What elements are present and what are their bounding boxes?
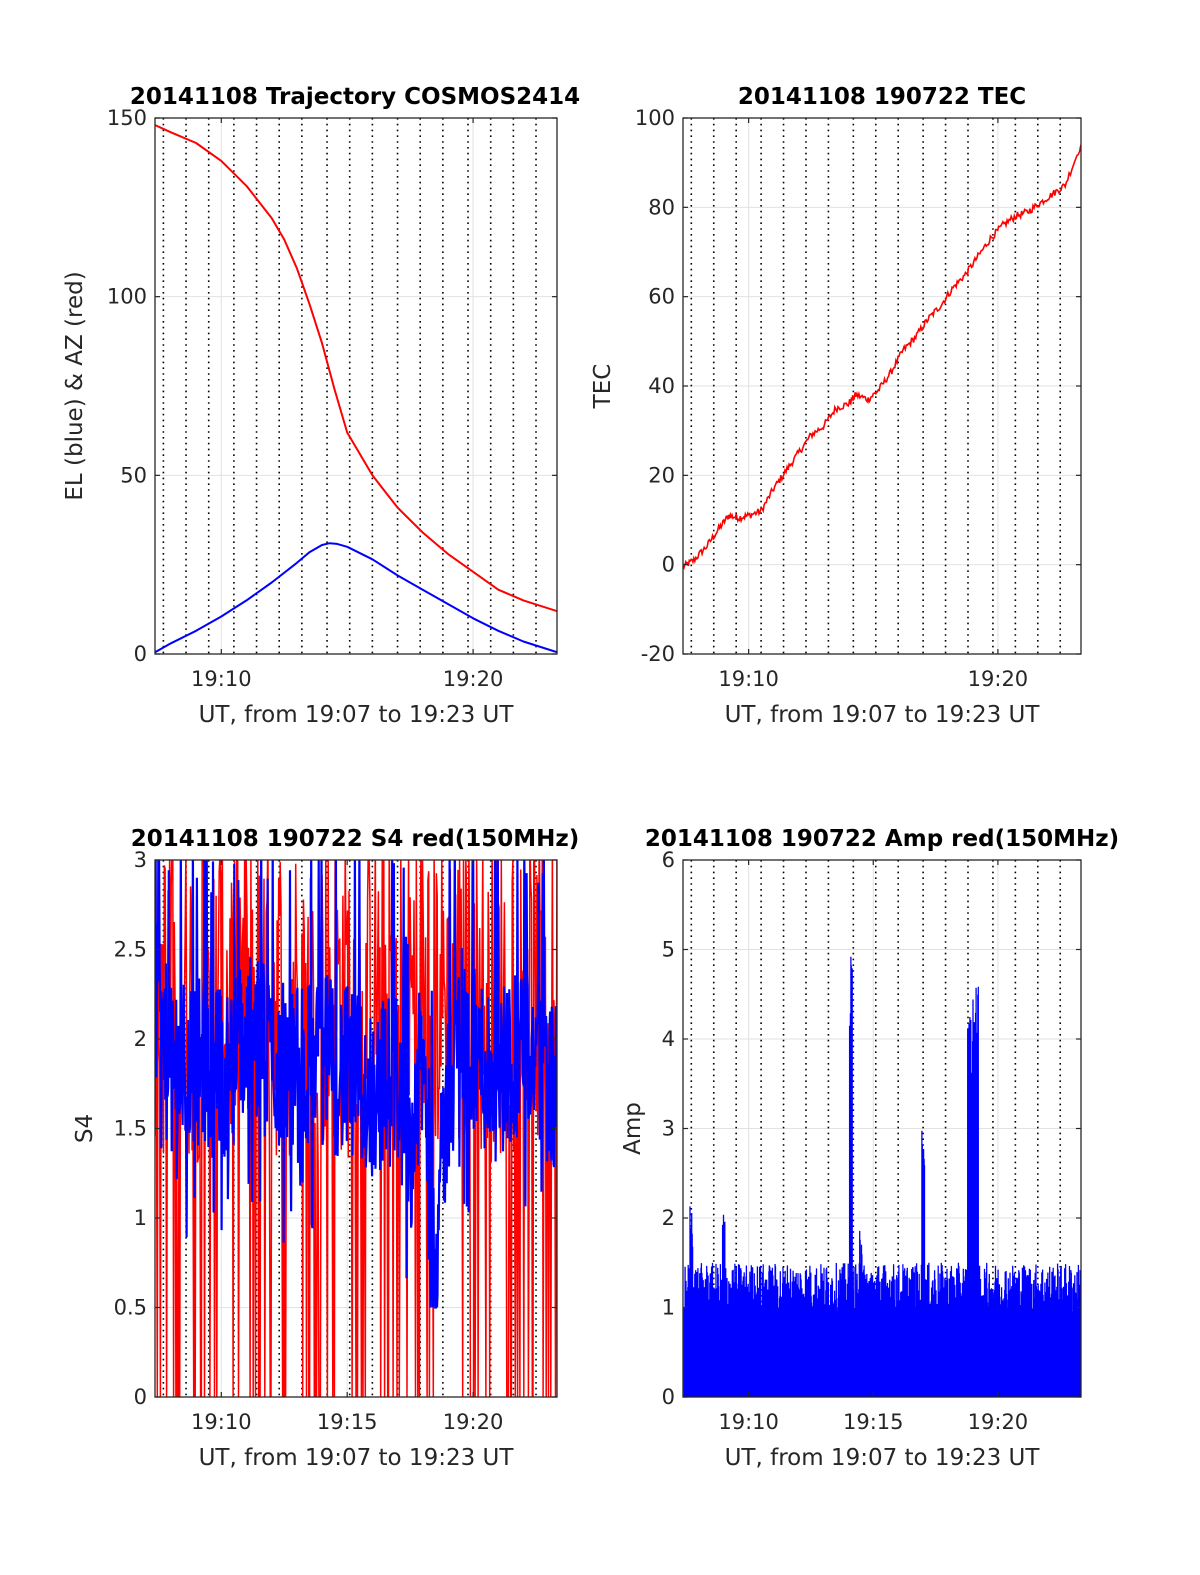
series-line-0 [155,860,557,1397]
y-axis-label: Amp [620,1102,646,1155]
y-tick-label: 4 [662,1027,675,1051]
y-tick-label: 50 [120,463,147,487]
y-tick-label: 6 [662,848,675,872]
chart-title: 20141108 Trajectory COSMOS2414 [130,84,580,110]
chart-title: 20141108 190722 TEC [738,84,1026,110]
y-tick-label: 0 [134,642,147,666]
x-axis-label: UT, from 19:07 to 19:23 UT [725,1445,1041,1471]
y-tick-label: 0 [662,553,675,577]
series-line-1 [155,542,557,654]
y-tick-label: 1.5 [114,1117,147,1141]
x-tick-label: 19:20 [968,667,1029,691]
data-layer [155,860,557,1397]
x-tick-label: 19:20 [443,667,504,691]
y-tick-label: 2.5 [114,938,147,962]
y-tick-label: 0 [134,1385,147,1409]
y-tick-label: 60 [648,285,675,309]
x-tick-label: 19:20 [443,1410,504,1434]
plot-area [155,118,557,654]
y-axis-label: TEC [590,364,616,410]
y-tick-label: 20 [648,463,675,487]
x-tick-label: 19:10 [718,667,779,691]
data-layer [683,144,1081,570]
y-tick-label: 5 [662,938,675,962]
x-tick-label: 19:10 [191,1410,252,1434]
y-axis-label: EL (blue) & AZ (red) [62,271,88,500]
chart-3: 0 1 2 3 4 5 6 19:10 19:15 19:20 20141108 190722 Am… [620,826,1119,1471]
series-line-1 [155,860,557,1309]
y-tick-label: 1 [662,1296,675,1320]
series-line-0 [683,956,1081,1397]
y-tick-label: 100 [107,285,147,309]
data-layer [683,956,1081,1397]
y-tick-label: 150 [107,106,147,130]
chart-1: -20 0 20 40 60 80 100 19:10 19:20 20141108 190722… [590,84,1082,728]
series-line-0 [155,124,557,613]
y-tick-label: 0.5 [114,1296,147,1320]
x-axis-label: UT, from 19:07 to 19:23 UT [199,702,515,728]
data-layer [155,124,557,654]
y-tick-label: 80 [648,195,675,219]
chart-2: 0 0.5 1 1.5 2 2.5 3 19:10 19:15 19:20 20141108 190… [72,826,580,1471]
chart-title: 20141108 190722 Amp red(150MHz) [645,826,1119,852]
y-tick-label: 2 [134,1027,147,1051]
y-tick-label: 100 [635,106,675,130]
x-tick-label: 19:10 [191,667,252,691]
y-tick-label: 0 [662,1385,675,1409]
x-axis-label: UT, from 19:07 to 19:23 UT [199,1445,515,1471]
y-tick-label: 3 [662,1117,675,1141]
x-tick-label: 19:10 [718,1410,779,1434]
axes-box [154,117,558,655]
x-tick-label: 19:20 [968,1410,1029,1434]
y-tick-label: 1 [134,1206,147,1230]
y-tick-label: -20 [641,642,675,666]
chart-title: 20141108 190722 S4 red(150MHz) [131,826,580,852]
x-tick-label: 19:15 [843,1410,904,1434]
series-line-0 [683,144,1081,570]
y-tick-label: 3 [134,848,147,872]
x-axis-label: UT, from 19:07 to 19:23 UT [725,702,1041,728]
y-tick-label: 2 [662,1206,675,1230]
y-tick-label: 40 [648,374,675,398]
x-tick-label: 19:15 [317,1410,378,1434]
y-axis-label: S4 [72,1114,98,1143]
chart-0: 0 50 100 150 19:10 19:20 20141108 Trajectory C… [62,84,580,728]
